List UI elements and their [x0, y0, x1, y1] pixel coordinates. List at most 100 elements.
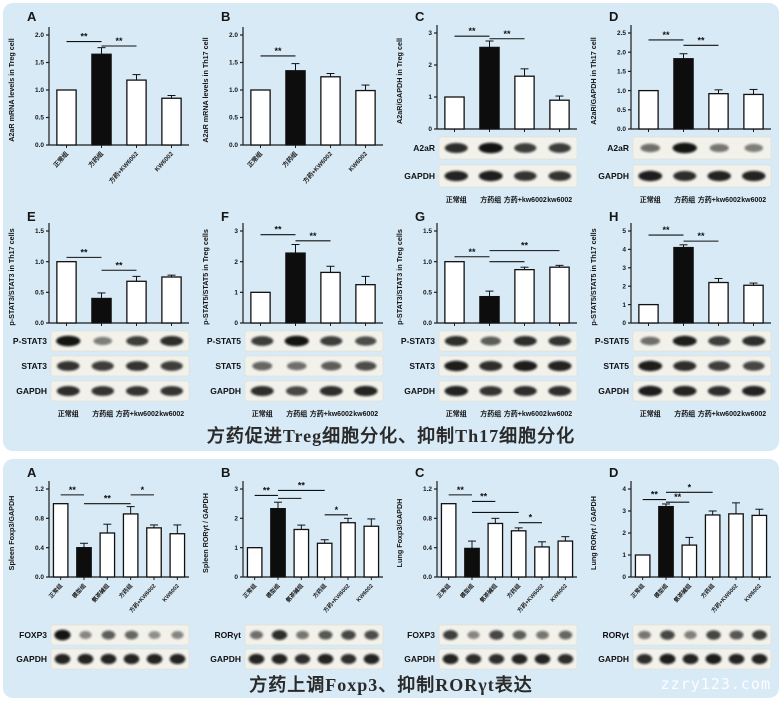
blot-band [684, 630, 697, 640]
y-axis-label: Lung Foxp3/GAPDH [395, 499, 404, 568]
bar-0 [250, 89, 271, 146]
blot-strip [438, 380, 578, 402]
lane-label: 正常组 [58, 409, 79, 418]
blot-band [488, 653, 505, 665]
bar-0 [638, 303, 659, 324]
sig-label: ** [480, 491, 488, 501]
sig-label: ** [662, 30, 670, 40]
bar-0 [246, 547, 263, 578]
y-tick-label: 1.5 [229, 60, 238, 67]
y-axis-label: A2aR mRNA levels in Th17 cell [201, 37, 210, 142]
y-axis-label: Spleen Foxp3/GAPDH [7, 496, 16, 571]
lane-label: 方药组 [480, 409, 501, 418]
y-tick-label: 0.0 [35, 574, 44, 581]
x-category-label: 方药+KW6002 [107, 150, 140, 186]
blot-band [557, 653, 574, 665]
y-tick-label: 0.0 [423, 574, 432, 581]
blot-band [56, 335, 81, 347]
bar-5 [751, 514, 768, 578]
y-tick-label: 3 [622, 265, 626, 272]
lane-label: 方药组 [674, 409, 695, 418]
axes [240, 481, 383, 578]
bar-0 [634, 554, 651, 578]
blot-label: A2aR [413, 143, 435, 153]
blot-band [124, 630, 139, 640]
lane-label: kw6002 [547, 197, 572, 204]
x-category-label: 方药组 [281, 149, 300, 169]
sig-label: ** [309, 231, 317, 241]
blot-band [146, 653, 163, 665]
blot-band [443, 630, 458, 640]
lane-label: 正常组 [640, 195, 661, 204]
y-tick-label: 0 [622, 574, 626, 581]
blot-band [636, 653, 653, 665]
y-axis-label: A2aR/GAPDH in Th17 cell [589, 37, 598, 124]
blot-band [126, 336, 149, 346]
blot-label: GAPDH [210, 386, 241, 396]
bar-1 [285, 70, 306, 146]
y-tick-label: 0 [622, 320, 626, 327]
panel-letter: B [221, 9, 230, 24]
blot-band [513, 171, 537, 181]
blot-band [54, 629, 71, 641]
panel-C2: C Lung Foxp3/GAPDH 0.0 0.4 0.8 1.2 ** ** * 正常组 模型组… [391, 461, 585, 673]
blot-band [708, 361, 731, 371]
x-category-label: 氨茶碱组 [672, 582, 693, 604]
watermark: zzry123.com [660, 675, 771, 693]
y-tick-label: 2 [234, 516, 238, 523]
bar-1 [91, 53, 112, 146]
bar-1 [464, 547, 480, 578]
bar-2 [126, 79, 147, 146]
sig-label: ** [298, 480, 306, 490]
axes [434, 481, 577, 578]
axes [628, 481, 771, 578]
blot-label: STAT3 [21, 361, 47, 371]
chart-G: Gp-STAT3/STAT3 in Treg cells 0.0 0.5 1.0 1.5… [395, 209, 578, 418]
x-category-label: 正常组 [47, 582, 64, 600]
panel-letter: A [27, 465, 37, 480]
blot-band [707, 385, 731, 397]
lane-label: 方药+kw6002 [116, 409, 159, 418]
bar-2 [487, 522, 504, 578]
blot-label: P-STAT5 [595, 336, 629, 346]
x-category-label: 模型组 [70, 582, 87, 600]
blot-label: RORγt [603, 630, 630, 640]
y-tick-label: 0.4 [35, 545, 44, 552]
panel-letter: G [415, 209, 425, 224]
sig-label: ** [69, 485, 77, 495]
blot-strip [438, 355, 578, 377]
blot-strip [244, 380, 384, 402]
bar-2 [708, 281, 729, 324]
blot-band [705, 653, 722, 665]
panel-A: A A2aR mRNA levels in Treg cell 0.0 0.5 1.0 1… [3, 5, 197, 205]
bar-1 [479, 46, 500, 130]
blot-band [442, 653, 459, 665]
y-tick-label: 2.0 [229, 32, 238, 39]
sig-label: ** [651, 490, 659, 500]
blot-strip [50, 330, 190, 352]
blot-band [672, 142, 697, 154]
y-axis-label: p-STAT3/STAT3 in Th17 cells [7, 228, 16, 325]
x-category-label: 方药组 [311, 582, 328, 600]
bar-4 [146, 527, 162, 578]
y-axis-label: Lung RORγt / GAPDH [589, 496, 598, 570]
blot-strip [50, 648, 190, 670]
blot-band [250, 630, 263, 640]
blot-band [489, 630, 504, 640]
section1-caption: 方药促进Treg细胞分化、抑制Th17细胞分化 [206, 426, 576, 446]
blot-strip [244, 648, 384, 670]
bar-2 [99, 532, 116, 578]
blot-label: GAPDH [16, 654, 47, 664]
y-tick-label: 1 [234, 545, 238, 552]
y-axis-label: A2aR/GAPDH in Treg cell [395, 38, 404, 124]
y-tick-label: 1.2 [423, 486, 432, 493]
blot-strip [438, 330, 578, 352]
panel-letter: C [415, 465, 425, 480]
y-tick-label: 0.8 [423, 516, 432, 523]
y-tick-label: 3 [234, 486, 238, 493]
bar-0 [52, 503, 69, 578]
x-category-label: 正常组 [52, 149, 71, 169]
sig-label: * [141, 485, 145, 495]
blot-band [534, 653, 551, 665]
